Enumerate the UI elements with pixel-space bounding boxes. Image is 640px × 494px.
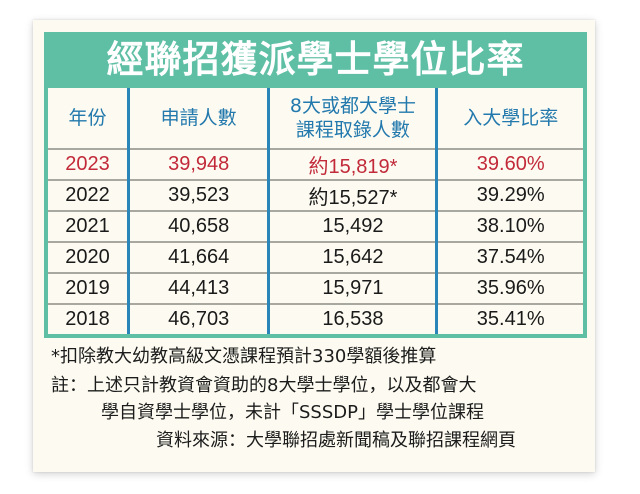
cell-admitted: 約15,527* xyxy=(268,179,439,211)
infographic-card: 經聯招獲派學士學位比率 年份 申請人數 8大或都大學士 課程取錄人數 入大學比率… xyxy=(33,20,595,472)
source-credit: 資料來源：大學聯招處新聞稿及聯招課程網頁 xyxy=(156,430,516,451)
table-row: 2020 41,664 15,642 37.54% xyxy=(48,241,583,273)
cell-applicants: 44,413 xyxy=(128,272,271,304)
header-applicants: 申請人數 xyxy=(128,88,271,149)
remark-line-2: 學自資學士學位，未計「SSSDP」學士學位課程 xyxy=(101,402,484,423)
cell-rate: 35.96% xyxy=(436,272,583,304)
header-admitted: 8大或都大學士 課程取錄人數 xyxy=(268,88,439,149)
cell-applicants: 39,523 xyxy=(128,179,271,211)
cell-admitted: 約15,819* xyxy=(268,148,439,180)
cell-admitted: 15,642 xyxy=(268,241,439,273)
footnote: *扣除教大幼教高級文憑課程預計330學額後推算 xyxy=(51,346,437,367)
header-year: 年份 xyxy=(48,88,130,149)
cell-year: 2020 xyxy=(48,241,130,273)
table-row: 2023 39,948 約15,819* 39.60% xyxy=(48,148,583,180)
cell-applicants: 46,703 xyxy=(128,303,271,334)
remark-line-1: 註：上述只計教資會資助的8大學士學位，以及都會大 xyxy=(51,375,477,396)
cell-applicants: 41,664 xyxy=(128,241,271,273)
header-rate: 入大學比率 xyxy=(463,107,559,129)
table-row: 2021 40,658 15,492 38.10% xyxy=(48,210,583,242)
cell-rate: 35.41% xyxy=(436,303,583,334)
table-row: 2019 44,413 15,971 35.96% xyxy=(48,272,583,304)
admission-rate-table: 年份 申請人數 8大或都大學士 課程取錄人數 入大學比率 2023 39,948… xyxy=(48,88,583,334)
cell-year: 2023 xyxy=(48,148,130,180)
table-panel: 經聯招獲派學士學位比率 年份 申請人數 8大或都大學士 課程取錄人數 入大學比率… xyxy=(44,32,587,338)
cell-year: 2021 xyxy=(48,210,130,242)
cell-year: 2018 xyxy=(48,303,130,334)
cell-applicants: 40,658 xyxy=(128,210,271,242)
cell-rate: 39.29% xyxy=(436,179,583,211)
header-admitted-line1: 8大或都大學士 xyxy=(289,95,416,117)
cell-year: 2022 xyxy=(48,179,130,211)
cell-rate: 37.54% xyxy=(436,241,583,273)
cell-admitted: 15,492 xyxy=(268,210,439,242)
table-header-row: 年份 申請人數 8大或都大學士 課程取錄人數 入大學比率 xyxy=(48,88,583,149)
cell-admitted: 15,971 xyxy=(268,272,439,304)
table-row: 2022 39,523 約15,527* 39.29% xyxy=(48,179,583,211)
page-title: 經聯招獲派學士學位比率 xyxy=(106,38,525,81)
cell-admitted: 16,538 xyxy=(268,303,439,334)
header-admitted-line2: 課程取錄人數 xyxy=(295,119,410,141)
table-row: 2018 46,703 16,538 35.41% xyxy=(48,303,583,334)
cell-applicants: 39,948 xyxy=(128,148,271,180)
cell-rate: 38.10% xyxy=(436,210,583,242)
cell-year: 2019 xyxy=(48,272,130,304)
cell-rate: 39.60% xyxy=(436,148,583,180)
